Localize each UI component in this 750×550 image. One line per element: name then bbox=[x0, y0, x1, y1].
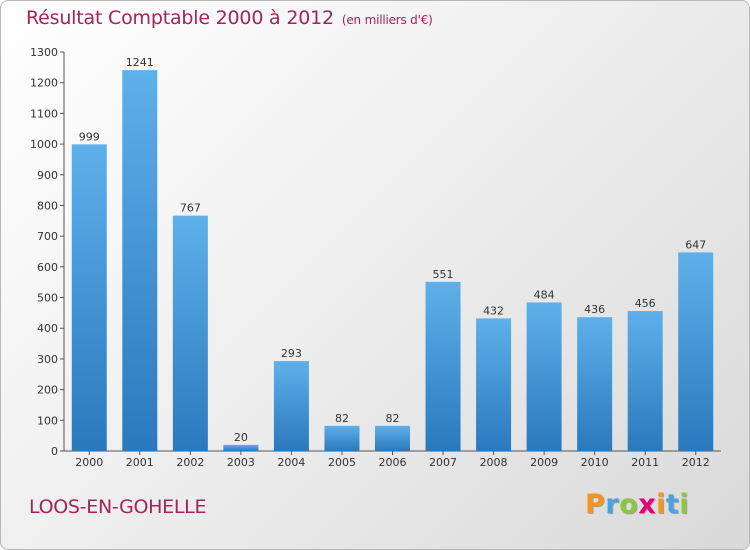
bar bbox=[122, 70, 158, 451]
logo-letter: t bbox=[665, 489, 680, 520]
logo-letter: r bbox=[605, 489, 620, 520]
place-name: LOOS-EN-GOHELLE bbox=[29, 496, 207, 518]
data-label: 456 bbox=[635, 297, 656, 310]
proxiti-logo[interactable]: Proxiti bbox=[585, 489, 689, 520]
bar bbox=[324, 425, 360, 451]
logo-letter: i bbox=[656, 489, 666, 520]
bar bbox=[223, 444, 259, 451]
data-label: 1241 bbox=[126, 56, 154, 69]
y-tick-label: 200 bbox=[37, 384, 58, 397]
bar bbox=[627, 311, 663, 451]
x-tick-label: 2002 bbox=[176, 456, 204, 469]
bar bbox=[678, 252, 714, 451]
y-tick-label: 1000 bbox=[30, 138, 58, 151]
y-tick-label: 500 bbox=[37, 292, 58, 305]
y-tick-label: 700 bbox=[37, 230, 58, 243]
bar bbox=[577, 317, 613, 451]
y-tick-label: 800 bbox=[37, 199, 58, 212]
data-label: 647 bbox=[685, 238, 706, 251]
x-tick-label: 2001 bbox=[126, 456, 154, 469]
x-tick-label: 2007 bbox=[429, 456, 457, 469]
x-tick-label: 2010 bbox=[581, 456, 609, 469]
y-tick-label: 1200 bbox=[30, 77, 58, 90]
y-tick-label: 300 bbox=[37, 353, 58, 366]
y-tick-label: 600 bbox=[37, 261, 58, 274]
data-label: 484 bbox=[534, 288, 555, 301]
x-tick-label: 2004 bbox=[277, 456, 305, 469]
y-tick-label: 400 bbox=[37, 322, 58, 335]
bar bbox=[172, 215, 208, 451]
data-label: 436 bbox=[584, 303, 605, 316]
bar bbox=[375, 425, 410, 451]
chart-title-text: Résultat Comptable 2000 à 2012 bbox=[26, 7, 334, 29]
x-tick-label: 2006 bbox=[379, 456, 407, 469]
y-tick-label: 0 bbox=[51, 445, 58, 458]
bar bbox=[273, 361, 309, 451]
data-label: 767 bbox=[180, 202, 201, 215]
data-label: 82 bbox=[335, 412, 349, 425]
chart-subtitle: (en milliers d'€) bbox=[341, 13, 433, 27]
data-label: 551 bbox=[433, 268, 454, 281]
bar bbox=[71, 144, 107, 451]
y-tick-label: 1300 bbox=[30, 46, 58, 59]
y-tick-label: 100 bbox=[37, 414, 58, 427]
bar bbox=[526, 302, 562, 451]
logo-letter: o bbox=[619, 489, 639, 520]
x-tick-label: 2008 bbox=[480, 456, 508, 469]
data-label: 20 bbox=[234, 431, 248, 444]
logo-letter: x bbox=[638, 489, 657, 520]
x-tick-label: 2012 bbox=[682, 456, 710, 469]
y-tick-label: 1100 bbox=[30, 107, 58, 120]
bars: 999 1241 767 20 293 82 82 551 432 484 436 456 647 bbox=[71, 56, 714, 451]
bar bbox=[425, 281, 461, 451]
data-label: 293 bbox=[281, 347, 302, 360]
data-label: 82 bbox=[386, 412, 400, 425]
x-tick-label: 2011 bbox=[631, 456, 659, 469]
data-label: 432 bbox=[483, 304, 504, 317]
y-tick-label: 900 bbox=[37, 169, 58, 182]
x-tick-label: 2003 bbox=[227, 456, 255, 469]
chart-title: Résultat Comptable 2000 à 2012 (en millie… bbox=[26, 7, 433, 29]
logo-letter: P bbox=[585, 489, 606, 520]
bar bbox=[476, 318, 512, 451]
x-tick-label: 2000 bbox=[75, 456, 103, 469]
data-label: 999 bbox=[79, 130, 100, 143]
x-tick-label: 2009 bbox=[530, 456, 558, 469]
logo-letter: i bbox=[679, 489, 690, 520]
x-tick-label: 2005 bbox=[328, 456, 356, 469]
